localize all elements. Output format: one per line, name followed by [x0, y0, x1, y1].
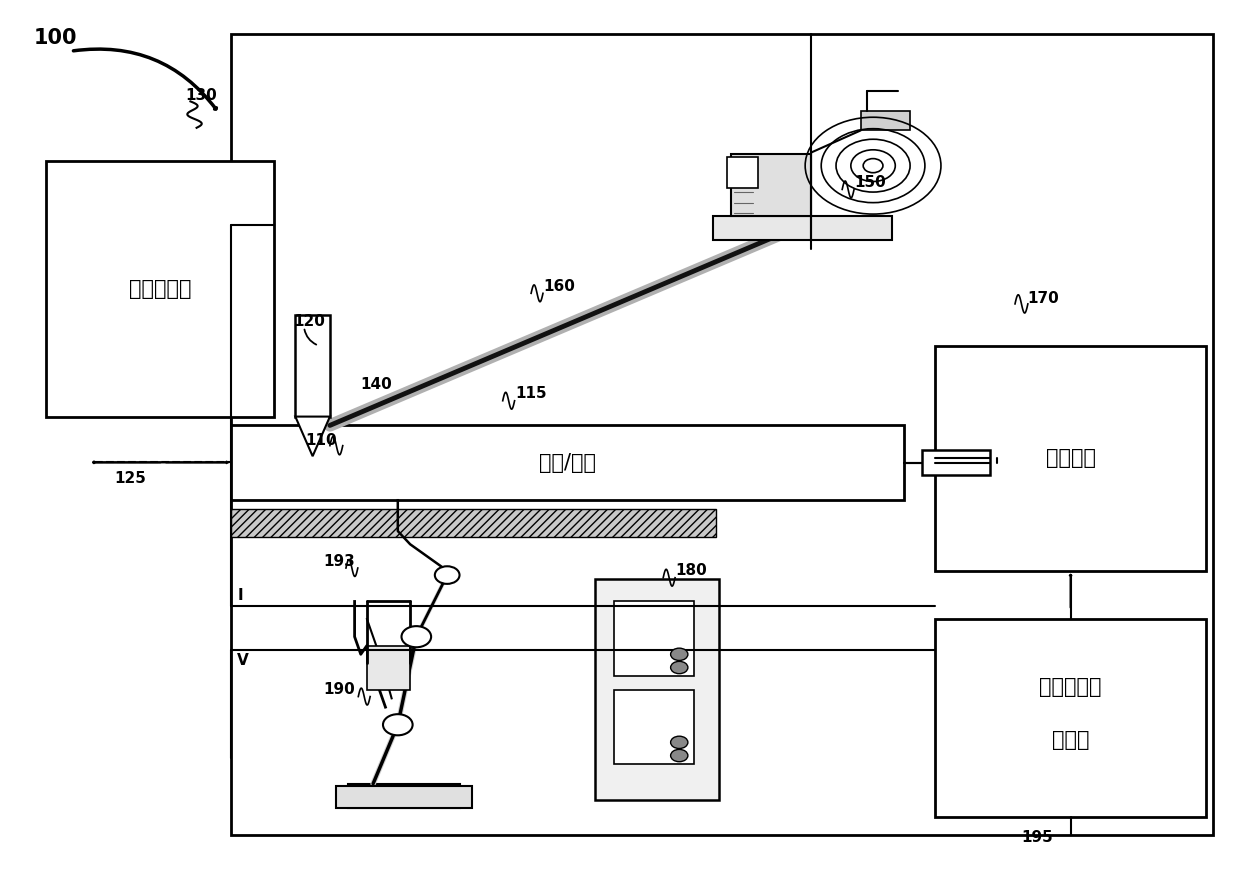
FancyBboxPatch shape — [614, 689, 694, 765]
Text: 感测与电流: 感测与电流 — [1039, 677, 1102, 697]
Text: 160: 160 — [543, 279, 575, 294]
Text: 控制器: 控制器 — [1052, 730, 1089, 750]
Text: 130: 130 — [186, 88, 217, 103]
Circle shape — [402, 626, 432, 648]
Text: 100: 100 — [33, 28, 77, 48]
FancyBboxPatch shape — [923, 450, 991, 475]
Text: 140: 140 — [361, 377, 393, 392]
Text: 180: 180 — [676, 563, 707, 579]
FancyBboxPatch shape — [935, 619, 1207, 817]
FancyBboxPatch shape — [732, 154, 811, 216]
Text: 125: 125 — [114, 470, 146, 486]
FancyBboxPatch shape — [348, 784, 460, 808]
FancyBboxPatch shape — [614, 602, 694, 676]
FancyBboxPatch shape — [861, 111, 910, 130]
FancyBboxPatch shape — [231, 425, 904, 501]
FancyBboxPatch shape — [595, 579, 719, 799]
Text: 193: 193 — [324, 555, 356, 570]
Circle shape — [671, 736, 688, 749]
Text: I: I — [237, 587, 243, 602]
Circle shape — [435, 566, 460, 584]
FancyBboxPatch shape — [46, 161, 274, 416]
Text: 110: 110 — [305, 433, 337, 447]
FancyBboxPatch shape — [295, 315, 330, 416]
FancyBboxPatch shape — [713, 216, 892, 240]
FancyBboxPatch shape — [231, 34, 1213, 835]
FancyBboxPatch shape — [336, 787, 472, 808]
Polygon shape — [295, 416, 330, 456]
Text: V: V — [237, 653, 249, 668]
Text: 150: 150 — [854, 175, 887, 190]
Text: 激光器电源: 激光器电源 — [129, 279, 191, 299]
FancyBboxPatch shape — [935, 346, 1207, 571]
Text: 190: 190 — [324, 682, 356, 697]
Text: 热丝电源: 热丝电源 — [1045, 448, 1096, 469]
Circle shape — [671, 750, 688, 762]
Circle shape — [671, 661, 688, 673]
FancyBboxPatch shape — [231, 509, 715, 537]
Text: 基材/零件: 基材/零件 — [539, 453, 596, 473]
FancyBboxPatch shape — [728, 157, 758, 188]
Text: 120: 120 — [293, 314, 325, 329]
Text: 170: 170 — [1028, 291, 1059, 306]
Circle shape — [383, 714, 413, 735]
Text: 115: 115 — [515, 386, 547, 401]
Text: 195: 195 — [1022, 830, 1053, 845]
FancyBboxPatch shape — [367, 646, 410, 689]
Circle shape — [671, 649, 688, 660]
